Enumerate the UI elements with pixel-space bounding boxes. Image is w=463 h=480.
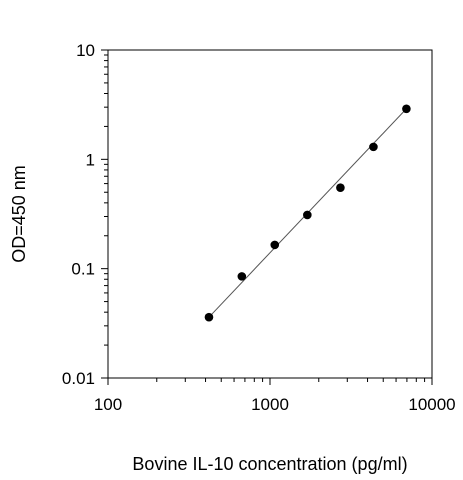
x-tick-label: 10000 bbox=[408, 395, 455, 414]
y-tick-label: 10 bbox=[76, 41, 95, 60]
axis-ticks: 100 1000 10000 0.01 0.1 1 10 bbox=[62, 41, 456, 414]
data-marks bbox=[204, 104, 411, 322]
data-point bbox=[336, 183, 345, 193]
data-point bbox=[237, 272, 247, 281]
data-point bbox=[270, 240, 280, 250]
data-point bbox=[303, 210, 312, 220]
plot-area bbox=[107, 49, 433, 379]
plot-frame bbox=[107, 49, 433, 379]
y-tick-label: 0.1 bbox=[71, 260, 95, 279]
y-axis-label: OD=450 nm bbox=[9, 165, 29, 263]
y-tick-label: 1 bbox=[86, 150, 95, 169]
x-tick-label: 1000 bbox=[251, 395, 289, 414]
data-point bbox=[204, 312, 214, 322]
y-tick-label: 0.01 bbox=[62, 369, 95, 388]
data-point bbox=[369, 142, 378, 152]
x-axis-label: Bovine IL-10 concentration (pg/ml) bbox=[132, 454, 407, 474]
data-point bbox=[402, 104, 411, 114]
x-tick-label: 100 bbox=[94, 395, 122, 414]
